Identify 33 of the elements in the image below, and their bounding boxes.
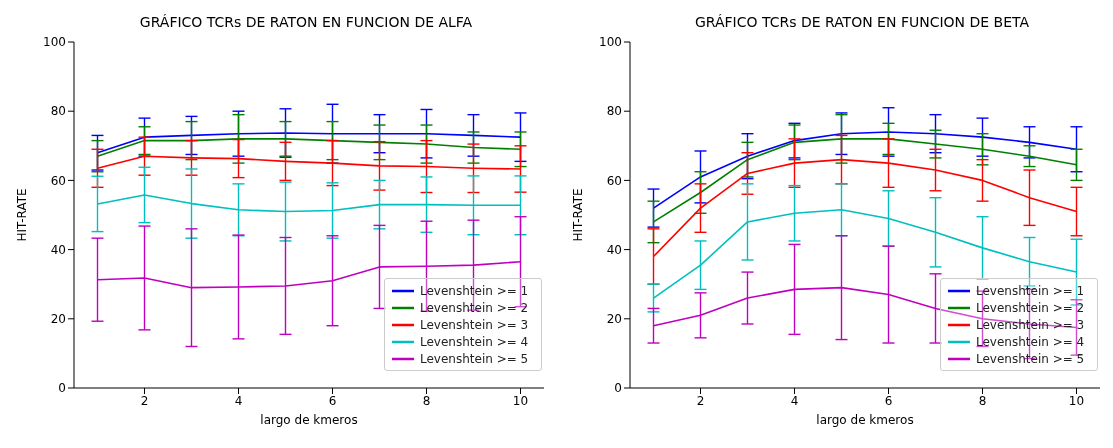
y-tick-label: 20	[606, 312, 622, 327]
legend-label: Levenshtein >= 1	[976, 283, 1085, 298]
legend-label: Levenshtein >= 5	[976, 351, 1085, 366]
x-axis-title: largo de kmeros	[260, 413, 358, 427]
y-tick-label: 0	[58, 381, 66, 396]
y-tick-label: 60	[50, 173, 66, 188]
x-tick-label: 2	[696, 393, 705, 408]
x-tick-label: 2	[140, 393, 149, 408]
y-tick-label: 40	[50, 242, 66, 257]
y-tick-label: 80	[606, 104, 622, 119]
legend-label: Levenshtein >= 4	[420, 334, 529, 349]
x-tick-label: 6	[328, 393, 337, 408]
y-tick-label: 0	[614, 381, 622, 396]
y-tick-label: 20	[50, 312, 66, 327]
y-axis-title: HIT-RATE	[571, 188, 586, 242]
y-tick-label: 100	[43, 35, 66, 50]
x-tick-label: 4	[234, 393, 243, 408]
x-tick-label: 8	[422, 393, 431, 408]
y-tick-label: 40	[606, 242, 622, 257]
y-axis-title: HIT-RATE	[15, 188, 30, 242]
x-tick-label: 4	[790, 393, 799, 408]
x-tick-label: 10	[512, 393, 529, 408]
legend-label: Levenshtein >= 3	[420, 317, 529, 332]
y-tick-label: 60	[606, 173, 622, 188]
x-tick-label: 10	[1068, 393, 1085, 408]
x-axis-title: largo de kmeros	[816, 413, 914, 427]
y-tick-label: 100	[599, 35, 622, 50]
chart-title: GRÁFICO TCRs DE RATON EN FUNCION DE ALFA	[138, 14, 474, 30]
x-tick-label: 8	[978, 393, 987, 408]
y-tick-label: 80	[50, 104, 66, 119]
chart-title: GRÁFICO TCRs DE RATON EN FUNCION DE BETA	[693, 14, 1031, 30]
x-tick-label: 6	[884, 393, 893, 408]
legend-label: Levenshtein >= 5	[420, 351, 529, 366]
